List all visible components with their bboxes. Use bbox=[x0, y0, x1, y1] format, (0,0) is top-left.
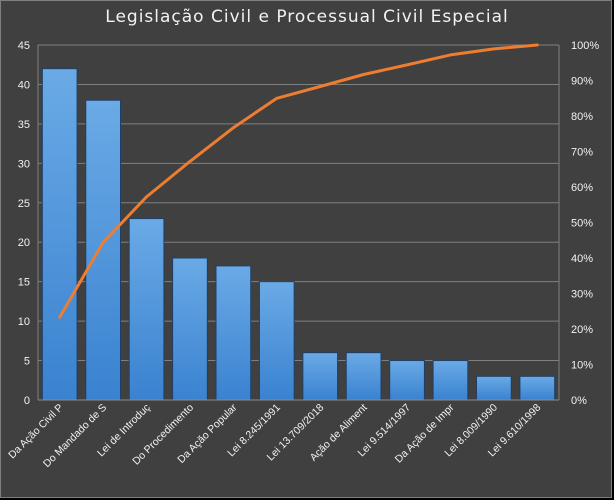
y-tick-label: 45 bbox=[18, 40, 30, 52]
y-tick-label: 25 bbox=[18, 198, 30, 210]
bars bbox=[41, 68, 556, 401]
y-tick-label: 30 bbox=[18, 158, 30, 170]
y2-tick-label: 40% bbox=[571, 253, 593, 265]
y2-tick-label: 10% bbox=[571, 360, 593, 372]
y-tick-label: 20 bbox=[18, 237, 30, 249]
y-tick-label: 40 bbox=[18, 79, 30, 91]
y-tick-label: 15 bbox=[18, 277, 30, 289]
y-tick-label: 10 bbox=[18, 316, 30, 328]
y-tick-label: 0 bbox=[24, 395, 30, 407]
cumulative-line-path bbox=[58, 43, 539, 319]
bar bbox=[215, 265, 252, 401]
bar bbox=[519, 375, 556, 401]
y2-tick-label: 80% bbox=[571, 111, 593, 123]
y-tick-label: 5 bbox=[24, 356, 30, 368]
y2-tick-label: 70% bbox=[571, 147, 593, 159]
y-tick-label: 35 bbox=[18, 119, 30, 131]
bar bbox=[345, 352, 382, 401]
y2-tick-label: 50% bbox=[571, 218, 593, 230]
y2-tick-label: 100% bbox=[571, 40, 599, 52]
bar bbox=[302, 352, 339, 401]
y2-tick-label: 60% bbox=[571, 182, 593, 194]
bar bbox=[41, 68, 78, 401]
y2-tick-label: 20% bbox=[571, 324, 593, 336]
bar bbox=[128, 218, 165, 401]
y2-tick-label: 0% bbox=[571, 395, 587, 407]
bar bbox=[85, 99, 121, 401]
chart-title: Legislação Civil e Processual Civil Espe… bbox=[105, 7, 509, 27]
bar bbox=[432, 360, 469, 401]
cumulative-line bbox=[58, 43, 539, 319]
bar bbox=[172, 257, 208, 401]
bar bbox=[389, 360, 425, 401]
bar bbox=[258, 281, 295, 401]
y2-tick-label: 90% bbox=[571, 76, 593, 88]
y2-tick-label: 30% bbox=[571, 289, 593, 301]
bar bbox=[476, 375, 512, 401]
